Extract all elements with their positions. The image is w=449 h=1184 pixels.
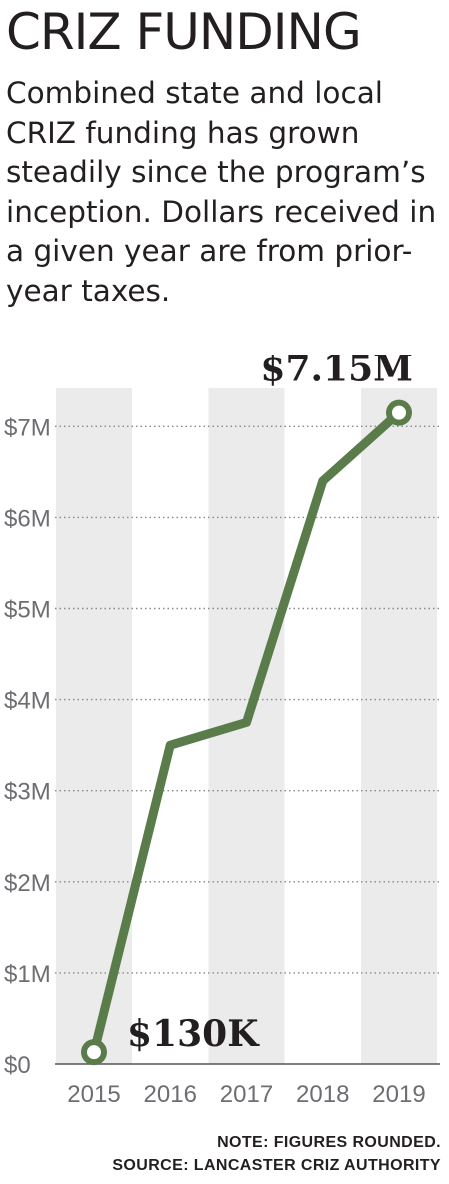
line-chart: $0 $1M $2M $3M $4M $5M $6M $7M 2015 2016 2017 2018… [4, 355, 440, 1108]
column-band-2019 [361, 388, 437, 1064]
y-tick-label: $1M [4, 961, 51, 988]
point-marker-2015 [81, 1039, 107, 1066]
y-tick-label: $2M [4, 870, 51, 897]
gridlines [55, 425, 440, 974]
x-tick-label: 2015 [67, 1081, 120, 1108]
footnote: NOTE: FIGURES ROUNDED. [217, 1134, 441, 1151]
y-tick-label: $4M [4, 688, 51, 715]
y-tick-label: $5M [4, 597, 51, 624]
chart-subtitle: Combined state and local CRIZ funding ha… [6, 76, 437, 308]
chart-title: CRIZ FUNDING [6, 3, 362, 61]
x-tick-label: 2017 [220, 1081, 273, 1108]
point-marker-2019 [386, 399, 412, 426]
endpoint-markers [81, 399, 412, 1066]
y-tick-label: $0 [4, 1052, 31, 1079]
y-tick-label: $6M [4, 505, 51, 532]
x-tick-label: 2019 [372, 1081, 425, 1108]
funding-line [89, 408, 404, 1057]
y-axis-ticks: $0 $1M $2M $3M $4M $5M $6M $7M [4, 414, 51, 1079]
end-value-label: $7.15M [260, 355, 413, 390]
value-annotations: $130K $7.15M [127, 355, 413, 1055]
source-credit: SOURCE: LANCASTER CRIZ AUTHORITY [112, 1157, 441, 1174]
y-tick-label: $3M [4, 779, 51, 806]
x-tick-label: 2018 [296, 1081, 349, 1108]
x-axis-ticks: 2015 2016 2017 2018 2019 [67, 1081, 425, 1108]
x-tick-label: 2016 [144, 1081, 197, 1108]
y-tick-label: $7M [4, 414, 51, 441]
start-value-label: $130K [127, 1013, 260, 1055]
